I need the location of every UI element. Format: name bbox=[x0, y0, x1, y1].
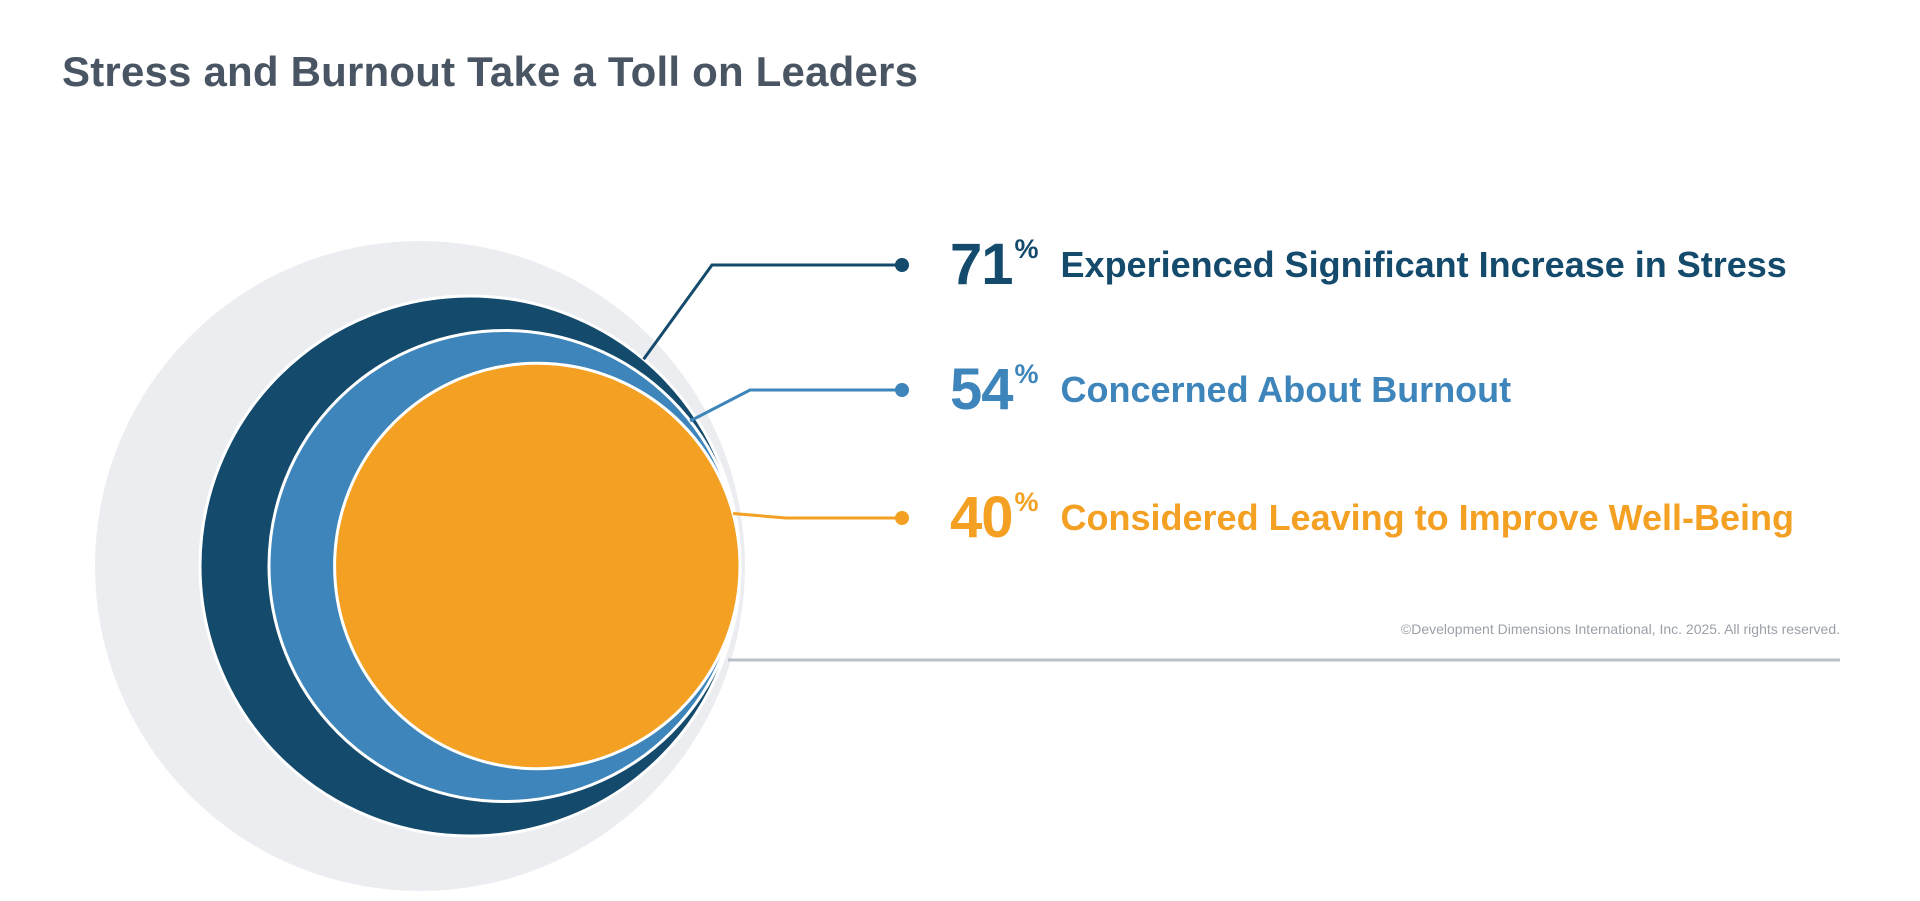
leader-line bbox=[642, 263, 902, 361]
stat-row-burnout: 54 % Concerned About Burnout bbox=[950, 358, 1511, 422]
leader-dot bbox=[895, 258, 909, 272]
circle-leaving bbox=[333, 361, 742, 771]
stat-value: 40 bbox=[950, 485, 1014, 550]
leader-line bbox=[689, 388, 902, 423]
page-title: Stress and Burnout Take a Toll on Leader… bbox=[62, 48, 919, 95]
leader-line bbox=[732, 512, 902, 520]
leader-dot bbox=[895, 511, 909, 525]
stat-label: Concerned About Burnout bbox=[1060, 369, 1512, 410]
stat-row-stress: 71 % Experienced Significant Increase in… bbox=[950, 233, 1787, 297]
stat-unit: % bbox=[1014, 233, 1039, 264]
stat-unit: % bbox=[1014, 486, 1039, 517]
stat-unit: % bbox=[1014, 358, 1039, 389]
stat-value: 71 bbox=[950, 232, 1014, 297]
stat-label: Experienced Significant Increase in Stre… bbox=[1060, 244, 1787, 285]
stat-row-leaving: 40 % Considered Leaving to Improve Well-… bbox=[950, 486, 1794, 550]
copyright-notice: ©Development Dimensions International, I… bbox=[1400, 621, 1840, 637]
stat-value: 54 bbox=[950, 357, 1014, 422]
leader-dot bbox=[895, 383, 909, 397]
stat-label: Considered Leaving to Improve Well-Being bbox=[1060, 497, 1794, 538]
